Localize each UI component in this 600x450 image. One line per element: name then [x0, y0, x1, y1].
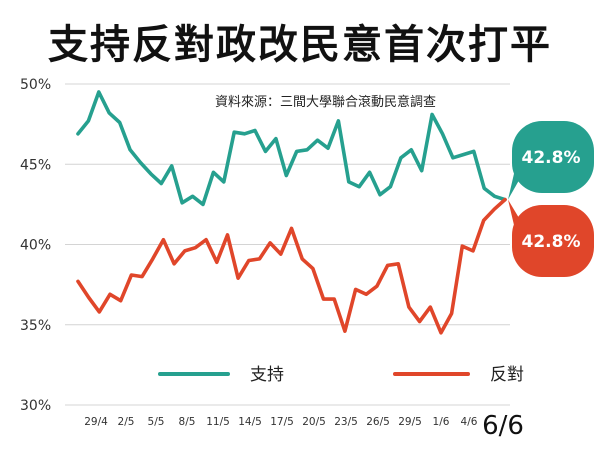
y-tick-label: 35% [20, 318, 51, 334]
legend-label: 反對 [490, 365, 524, 385]
x-tick-label: 5/5 [148, 416, 165, 428]
end-value-badge-oppose: 42.8% [508, 199, 594, 277]
series-lines [76, 90, 507, 335]
series-line-oppose [76, 197, 507, 335]
y-tick-label: 30% [20, 398, 51, 414]
end-value-label: 42.8% [522, 148, 581, 168]
x-tick-label: 11/5 [206, 416, 230, 428]
chart-title: 支持反對政改民意首次打平 [48, 22, 552, 68]
y-axis: 50% 45% 40% 35% 30% [20, 77, 51, 414]
x-tick-label: 20/5 [302, 416, 326, 428]
gridlines [65, 83, 510, 406]
y-tick-label: 45% [20, 157, 51, 173]
y-tick-label: 50% [20, 77, 51, 93]
series-line-support [76, 90, 507, 207]
x-tick-label: 29/5 [398, 416, 422, 428]
x-tick-label: 4/6 [461, 416, 478, 428]
end-value-badge-support: 42.8% [508, 121, 594, 200]
x-tick-label: 26/5 [366, 416, 390, 428]
x-tick-label: 1/6 [433, 416, 450, 428]
x-tick-label: 23/5 [334, 416, 358, 428]
legend-item-oppose: 反對 [393, 365, 524, 385]
legend-label: 支持 [250, 365, 284, 385]
legend: 支持 反對 [158, 365, 524, 385]
x-tick-label: 14/5 [238, 416, 262, 428]
y-tick-label: 40% [20, 238, 51, 254]
x-tick-label: 8/5 [179, 416, 196, 428]
x-tick-label: 2/5 [118, 416, 135, 428]
x-tick-label: 29/4 [84, 416, 108, 428]
x-axis: 29/4 2/5 5/5 8/5 11/5 14/5 17/5 20/5 23/5 26/5 29/… [84, 411, 524, 441]
source-note: 資料來源：三間大學聯合滾動民意調查 [215, 94, 436, 110]
end-value-badges: 42.8% 42.8% [508, 121, 594, 277]
legend-item-support: 支持 [158, 365, 284, 385]
end-value-label: 42.8% [522, 232, 581, 252]
x-tick-label: 6/6 [482, 411, 524, 441]
x-tick-label: 17/5 [270, 416, 294, 428]
